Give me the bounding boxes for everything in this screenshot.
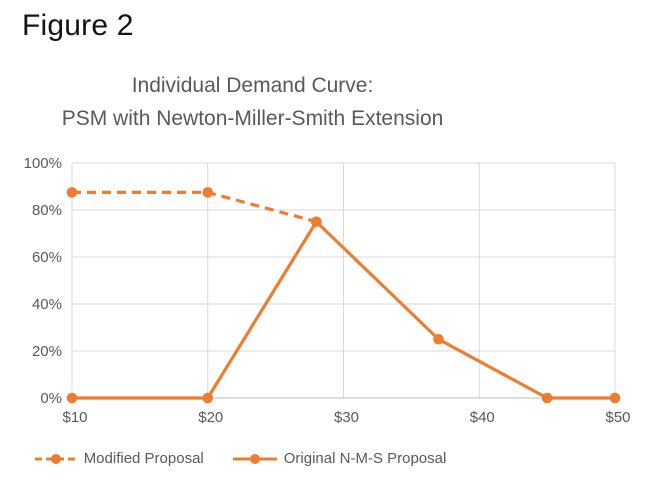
x-tick-label: $40 bbox=[470, 409, 495, 426]
chart-legend: Modified Proposal Original N-M-S Proposa… bbox=[0, 450, 480, 467]
legend-swatch-solid-icon bbox=[232, 453, 277, 464]
series-line-original-nms-proposal bbox=[72, 220, 615, 400]
x-tick-label: $20 bbox=[198, 409, 223, 426]
chart-title-line1: Individual Demand Curve: bbox=[131, 74, 374, 97]
y-tick-label: 20% bbox=[32, 343, 62, 360]
legend-label-modified-proposal: Modified Proposal bbox=[83, 450, 204, 467]
legend-swatch-dashed-icon bbox=[34, 453, 77, 464]
data-point-marker-original-nms-proposal bbox=[202, 392, 214, 404]
data-point-marker-modified-proposal bbox=[66, 187, 78, 198]
chart-title: Individual Demand Curve: PSM with Newton… bbox=[0, 69, 505, 135]
x-tick-label: $30 bbox=[334, 409, 359, 426]
x-tick-label: $10 bbox=[62, 409, 87, 426]
y-tick-label: 60% bbox=[32, 249, 62, 266]
data-point-marker-original-nms-proposal bbox=[541, 392, 553, 404]
series-line-modified-proposal bbox=[72, 190, 317, 224]
chart-title-line2: PSM with Newton-Miller-Smith Extension bbox=[61, 107, 444, 130]
y-tick-label: 40% bbox=[32, 296, 62, 313]
y-tick-label: 100% bbox=[24, 155, 62, 172]
legend-label-original-nms-proposal: Original N-M-S Proposal bbox=[283, 450, 447, 467]
y-tick-label: 0% bbox=[40, 390, 62, 407]
x-tick-label: $50 bbox=[605, 409, 630, 426]
legend-item-modified-proposal: Modified Proposal bbox=[34, 450, 204, 467]
data-point-marker-modified-proposal bbox=[202, 187, 214, 198]
y-tick-label: 80% bbox=[32, 202, 62, 219]
data-point-marker-original-nms-proposal bbox=[609, 392, 621, 404]
data-point-marker-original-nms-proposal bbox=[66, 392, 78, 404]
chart-plot: 0% 20% 40% 60% 80% 100% $10 $20 $30 $40 $50 bbox=[24, 155, 631, 426]
legend-item-original-nms-proposal: Original N-M-S Proposal bbox=[232, 450, 447, 467]
data-point-marker-original-nms-proposal bbox=[311, 216, 322, 228]
data-point-marker-original-nms-proposal bbox=[433, 333, 444, 345]
figure-label: Figure 2 bbox=[22, 9, 134, 42]
